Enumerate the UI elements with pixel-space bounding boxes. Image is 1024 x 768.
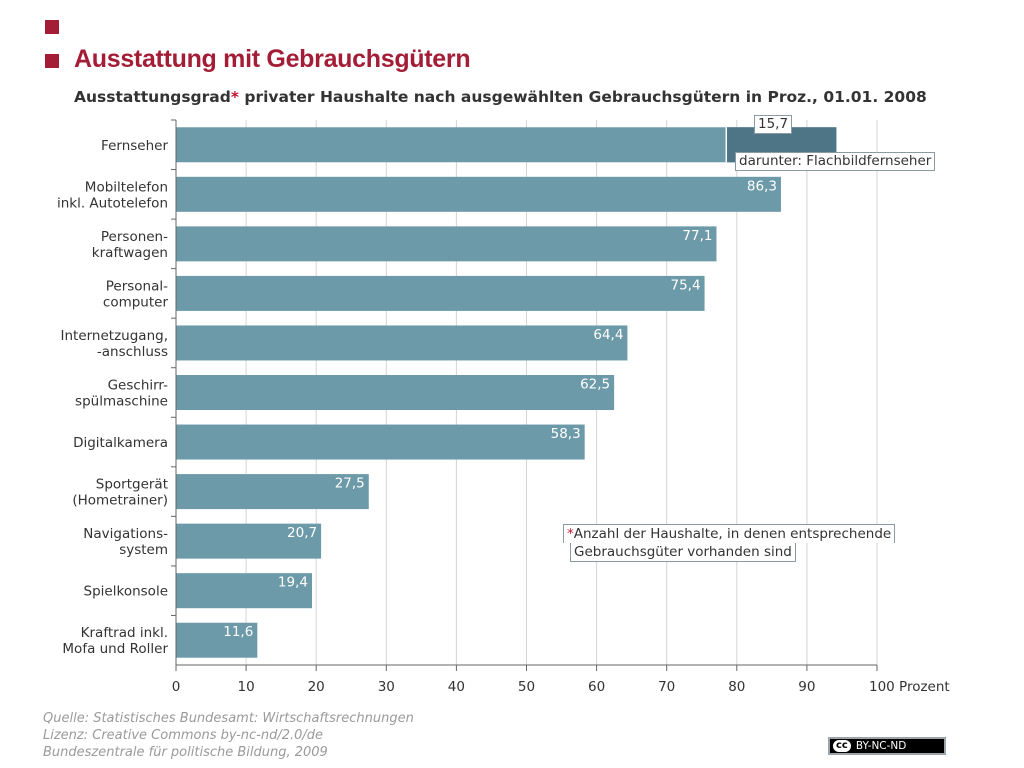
category-label: Personal-: [106, 278, 168, 294]
footnote-line-1: *Anzahl der Haushalte, in denen entsprec…: [563, 524, 896, 543]
x-tick-label: 30: [378, 679, 395, 695]
category-label: Personen-: [101, 229, 168, 245]
license-badge[interactable]: cc BY-NC-ND: [828, 737, 946, 755]
source-line-1: Quelle: Statistisches Bundesamt: Wirtsch…: [43, 711, 414, 726]
value-label: 27,5: [335, 476, 365, 492]
bar: [176, 474, 369, 510]
value-label: 75,4: [670, 277, 700, 293]
bar: [176, 226, 717, 262]
category-label: Spielkonsole: [84, 584, 168, 600]
value-label: 19,4: [278, 575, 308, 591]
bar: [176, 573, 312, 609]
category-label: kraftwagen: [92, 245, 168, 261]
category-label: Mobiltelefon: [85, 179, 168, 195]
license-badge-text: BY-NC-ND: [855, 740, 907, 752]
category-label: Fernseher: [101, 138, 168, 154]
value-label: 62,5: [580, 377, 610, 393]
accent-square-top: [45, 20, 59, 34]
x-tick-label: 20: [308, 679, 325, 695]
chart-subtitle: Ausstattungsgrad* privater Haushalte nac…: [74, 88, 927, 106]
bar: [176, 176, 781, 212]
value-label: 11,6: [223, 624, 253, 640]
category-label: Navigations-: [83, 526, 168, 542]
category-label: computer: [103, 294, 169, 310]
x-tick-label: 100 Prozent: [869, 679, 950, 695]
x-tick-label: 70: [658, 679, 675, 695]
category-label: spülmaschine: [75, 394, 168, 410]
x-tick-label: 0: [172, 679, 181, 695]
category-label: Internetzugang,: [60, 328, 168, 344]
x-tick-label: 90: [798, 679, 815, 695]
x-tick-label: 60: [588, 679, 605, 695]
category-label: Mofa und Roller: [62, 641, 168, 657]
callout-value: 15,7: [754, 115, 793, 134]
callout-label: darunter: Flachbildfernseher: [735, 152, 936, 171]
accent-square-title: [45, 54, 59, 68]
category-label: -anschluss: [97, 344, 168, 360]
value-label: 77,1: [682, 228, 712, 244]
category-label: (Hometrainer): [72, 493, 168, 509]
subtitle-text: Ausstattungsgrad: [74, 88, 231, 106]
category-label: Sportgerät: [96, 477, 168, 493]
source-line-3: Bundeszentrale für politische Bildung, 2…: [43, 745, 328, 760]
subtitle-asterisk: *: [230, 88, 239, 106]
category-label: Digitalkamera: [73, 435, 168, 451]
value-label: 86,3: [747, 178, 777, 194]
source-line-2: Lizenz: Creative Commons by-nc-nd/2.0/de: [43, 728, 324, 743]
x-tick-label: 50: [518, 679, 535, 695]
page-title: Ausstattung mit Gebrauchsgütern: [74, 45, 471, 73]
bar: [176, 275, 705, 311]
bar: [176, 622, 258, 658]
category-label: inkl. Autotelefon: [57, 195, 168, 211]
bar: [176, 424, 585, 460]
footnote-line-1-text: Anzahl der Haushalte, in denen entsprech…: [573, 526, 892, 542]
footnote-line-2: Gebrauchsgüter vorhanden sind: [570, 543, 796, 562]
footnote-asterisk: *: [567, 526, 574, 542]
category-label: Kraftrad inkl.: [81, 625, 168, 641]
value-label: 20,7: [287, 525, 317, 541]
cc-logo-icon: cc: [833, 740, 851, 752]
bar: [176, 375, 615, 410]
source-note: Quelle: Statistisches Bundesamt: Wirtsch…: [43, 710, 414, 761]
bar: [176, 325, 628, 361]
category-label: Geschirr-: [108, 378, 169, 394]
footnote: *Anzahl der Haushalte, in denen entsprec…: [563, 524, 896, 562]
value-label: 58,3: [551, 426, 581, 442]
bar: [176, 523, 322, 559]
category-label: system: [119, 542, 168, 558]
x-tick-label: 40: [448, 679, 465, 695]
subtitle-text-rest: privater Haushalte nach ausgewählten Geb…: [238, 88, 927, 106]
x-tick-label: 10: [238, 679, 255, 695]
x-tick-label: 80: [728, 679, 745, 695]
value-label: 64,4: [593, 327, 623, 343]
